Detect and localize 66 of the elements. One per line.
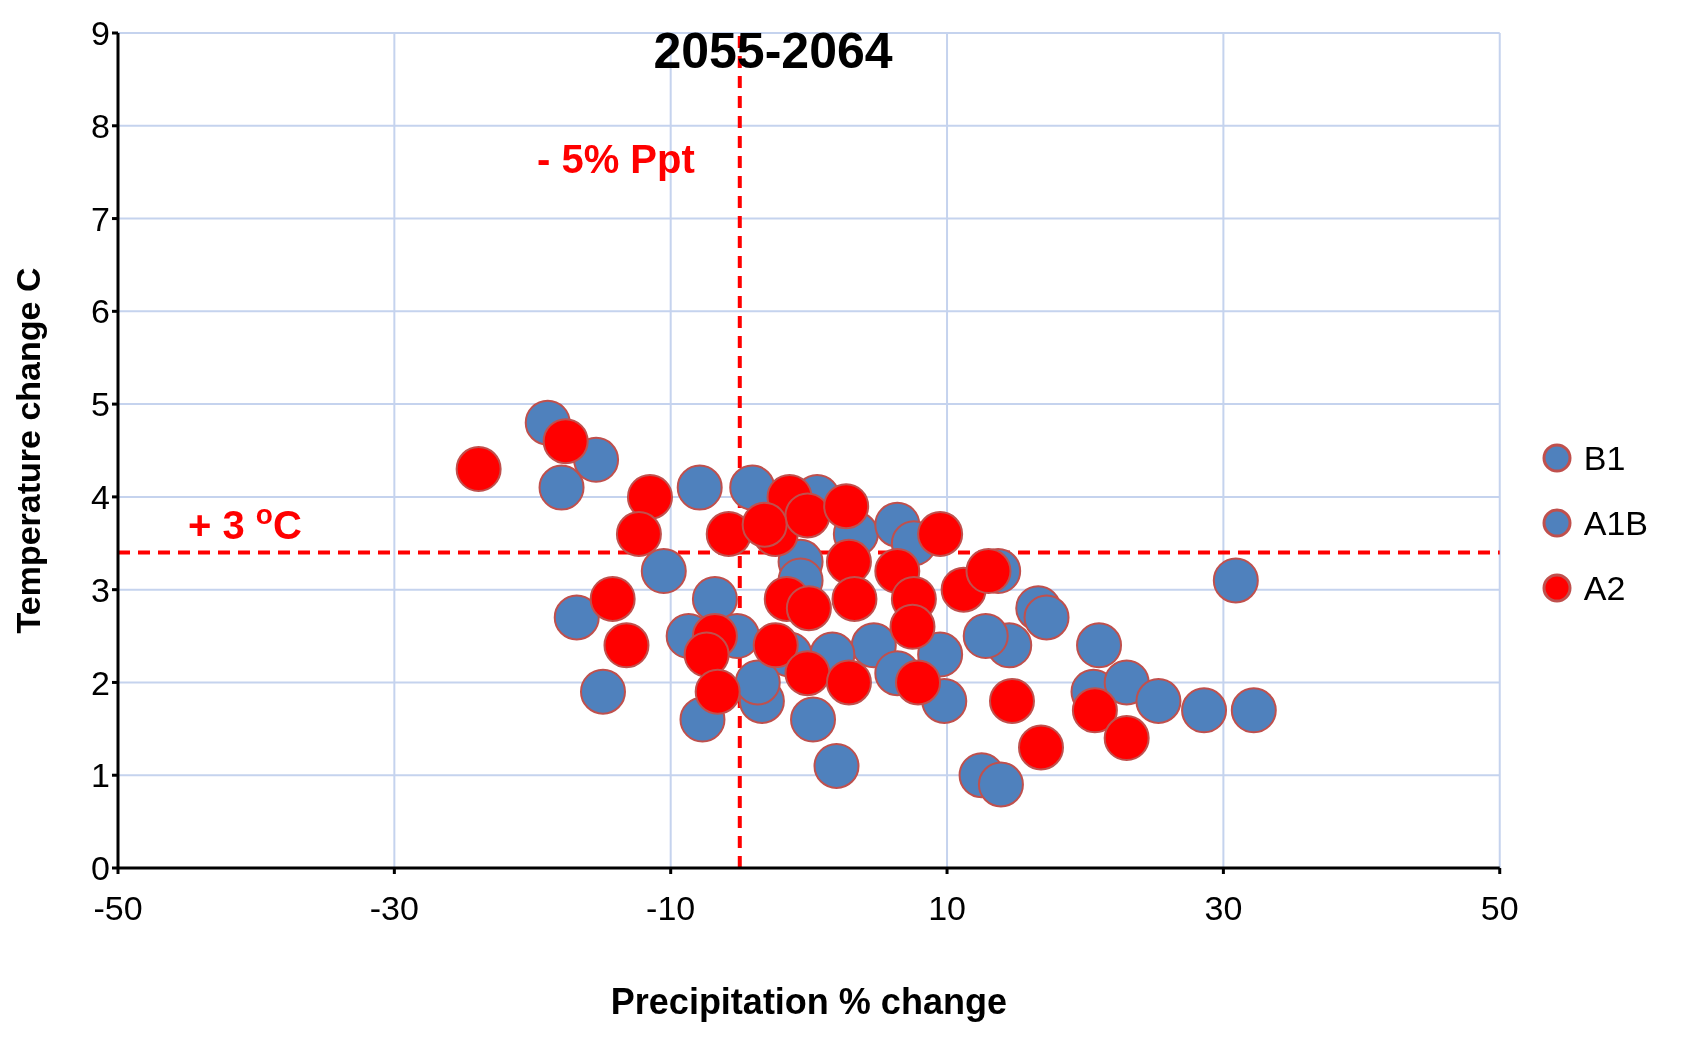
point: [813, 742, 860, 789]
point: [1018, 724, 1064, 771]
point: [784, 492, 831, 539]
y-tick-label: 3: [91, 570, 110, 609]
y-tick-label: 5: [91, 385, 110, 424]
x-tick-label: 10: [928, 889, 966, 928]
point: [988, 678, 1035, 724]
point: [741, 501, 788, 548]
point: [455, 446, 502, 493]
point: [615, 511, 662, 557]
chart-title: 2055-2064: [653, 23, 893, 79]
point: [579, 668, 626, 715]
y-tick-label: 0: [91, 849, 110, 888]
point: [640, 548, 687, 595]
legend-label: A2: [1583, 568, 1626, 608]
y-tick-label: 7: [91, 199, 110, 238]
point: [1103, 715, 1150, 762]
point: [626, 473, 673, 520]
point: [683, 631, 730, 678]
point: [538, 464, 585, 511]
point: [542, 418, 589, 465]
point: [1076, 622, 1123, 669]
point: [825, 659, 872, 706]
point: [1023, 594, 1070, 641]
point: [895, 659, 942, 706]
point: [790, 696, 837, 743]
point: [1230, 687, 1277, 734]
y-tick-label: 1: [91, 756, 110, 795]
point: [965, 548, 1012, 595]
y-tick-label: 9: [91, 14, 110, 53]
point: [705, 511, 752, 557]
legend-label: A1B: [1583, 503, 1648, 543]
y-tick-label: 6: [91, 292, 110, 331]
point: [676, 464, 723, 511]
legend-label: B1: [1583, 438, 1626, 478]
point: [1071, 687, 1118, 734]
point: [1181, 687, 1228, 734]
x-tick-label: -10: [646, 889, 696, 928]
point: [825, 538, 872, 585]
point: [553, 594, 600, 641]
x-axis-title: Precipitation % change: [610, 981, 1007, 1022]
x-tick-label: 50: [1480, 889, 1519, 928]
point: [823, 483, 870, 530]
ref-line-label: + 3 $^{o}$C: [188, 498, 302, 547]
y-tick-label: 2: [91, 663, 110, 702]
x-tick-label: 30: [1204, 889, 1243, 928]
y-axis-title: Temperature change C: [9, 267, 48, 634]
y-tick-label: 8: [91, 106, 110, 145]
point: [785, 585, 832, 632]
point: [603, 622, 650, 669]
point: [694, 668, 741, 715]
point: [734, 659, 781, 706]
point: [589, 575, 636, 622]
point: [1135, 678, 1182, 724]
point: [784, 650, 831, 697]
x-tick-label: -50: [93, 889, 143, 928]
point: [977, 761, 1024, 808]
x-tick-label: -30: [369, 889, 419, 928]
point: [1212, 557, 1259, 604]
point: [962, 613, 1009, 660]
point: [831, 575, 878, 622]
y-tick-label: 4: [91, 477, 110, 516]
point: [752, 622, 799, 669]
ref-line-label: - 5% Ppt: [536, 137, 695, 181]
point: [889, 603, 936, 650]
point: [917, 511, 964, 557]
